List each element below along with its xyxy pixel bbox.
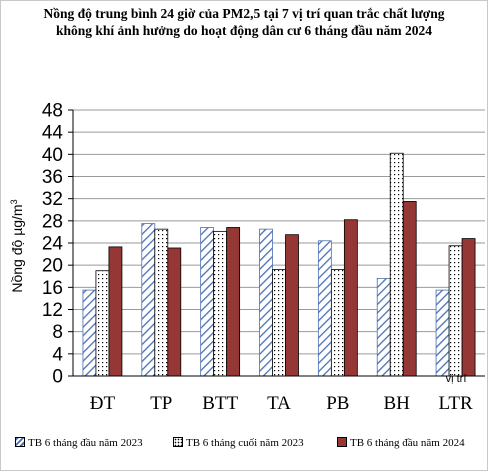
y-tick-label: 28 [42, 211, 63, 232]
legend-label: TB 6 tháng đầu năm 2024 [350, 437, 465, 449]
bar-ĐT-series-3 [108, 246, 123, 377]
y-tick-label: 4 [52, 344, 63, 365]
bar-LTR-series-1 [435, 289, 450, 377]
bar-TA-series-3 [285, 234, 299, 377]
y-tick-label: 20 [42, 256, 63, 277]
bar-TP-series-2 [154, 228, 169, 377]
bar-TA-series-1 [259, 228, 273, 377]
bar-BH-series-1 [376, 278, 391, 377]
legend-item-2023-second-half: TB 6 tháng cuối năm 2023 [173, 437, 304, 449]
legend-swatch-hatch [15, 437, 25, 447]
bars [82, 152, 476, 377]
y-tick-label: 36 [42, 167, 63, 188]
bar-TA-series-2 [272, 269, 286, 377]
x-axis-label: vị trí [446, 373, 467, 385]
legend-swatch-solid [337, 437, 347, 447]
y-axis-label-superscript: 3 [9, 199, 19, 204]
legend-label: TB 6 tháng đầu năm 2023 [28, 437, 143, 449]
y-tick-label: 48 [42, 101, 63, 122]
bar-LTR-series-2 [448, 245, 463, 377]
bar-PB-series-1 [317, 240, 332, 377]
bar-BTT-series-3 [226, 227, 241, 377]
bar-ĐT-series-2 [95, 270, 110, 377]
legend-swatch-dots [173, 437, 183, 447]
bar-TP-series-1 [141, 223, 156, 377]
bar-BTT-series-2 [213, 230, 228, 377]
legend-label: TB 6 tháng cuối năm 2023 [186, 437, 304, 449]
y-tick-label: 8 [52, 322, 63, 343]
y-tick-label: 44 [42, 123, 64, 144]
bar-BH-series-2 [389, 152, 404, 377]
bar-BTT-series-1 [200, 227, 215, 377]
bar-TP-series-3 [167, 247, 182, 377]
y-tick-label: 32 [42, 189, 63, 210]
x-tick-label: TP [150, 393, 172, 414]
x-tick-label: BH [384, 393, 411, 414]
y-axis-label-text: Nồng độ µg/m [9, 204, 25, 292]
bar-LTR-series-3 [461, 238, 476, 377]
y-tick-label: 16 [42, 278, 63, 299]
y-axis-label: Nồng độ µg/m3 [9, 199, 25, 292]
x-tick-label: TA [267, 393, 291, 414]
legend-item-2024-first-half: TB 6 tháng đầu năm 2024 [337, 437, 465, 449]
y-tick-label: 12 [42, 300, 63, 321]
legend-item-2023-first-half: TB 6 tháng đầu năm 2023 [15, 437, 143, 449]
bar-PB-series-2 [330, 269, 345, 377]
x-tick-label: LTR [439, 393, 473, 414]
bar-PB-series-3 [343, 219, 358, 377]
bar-ĐT-series-1 [82, 289, 97, 377]
bar-BH-series-3 [402, 201, 417, 377]
chart-title: Nồng độ trung bình 24 giờ của PM2,5 tại … [1, 5, 487, 39]
x-tick-label: PB [326, 393, 349, 414]
y-tick-label: 40 [42, 145, 63, 166]
chart-title-line-1: Nồng độ trung bình 24 giờ của PM2,5 tại … [43, 6, 445, 21]
x-tick-label: BTT [202, 393, 238, 414]
y-tick-label: 24 [42, 234, 64, 255]
y-tick-label: 0 [52, 367, 63, 388]
chart-title-line-2: không khí ảnh hưởng do hoạt động dân cư … [56, 23, 432, 38]
x-tick-label: ĐT [90, 393, 116, 414]
